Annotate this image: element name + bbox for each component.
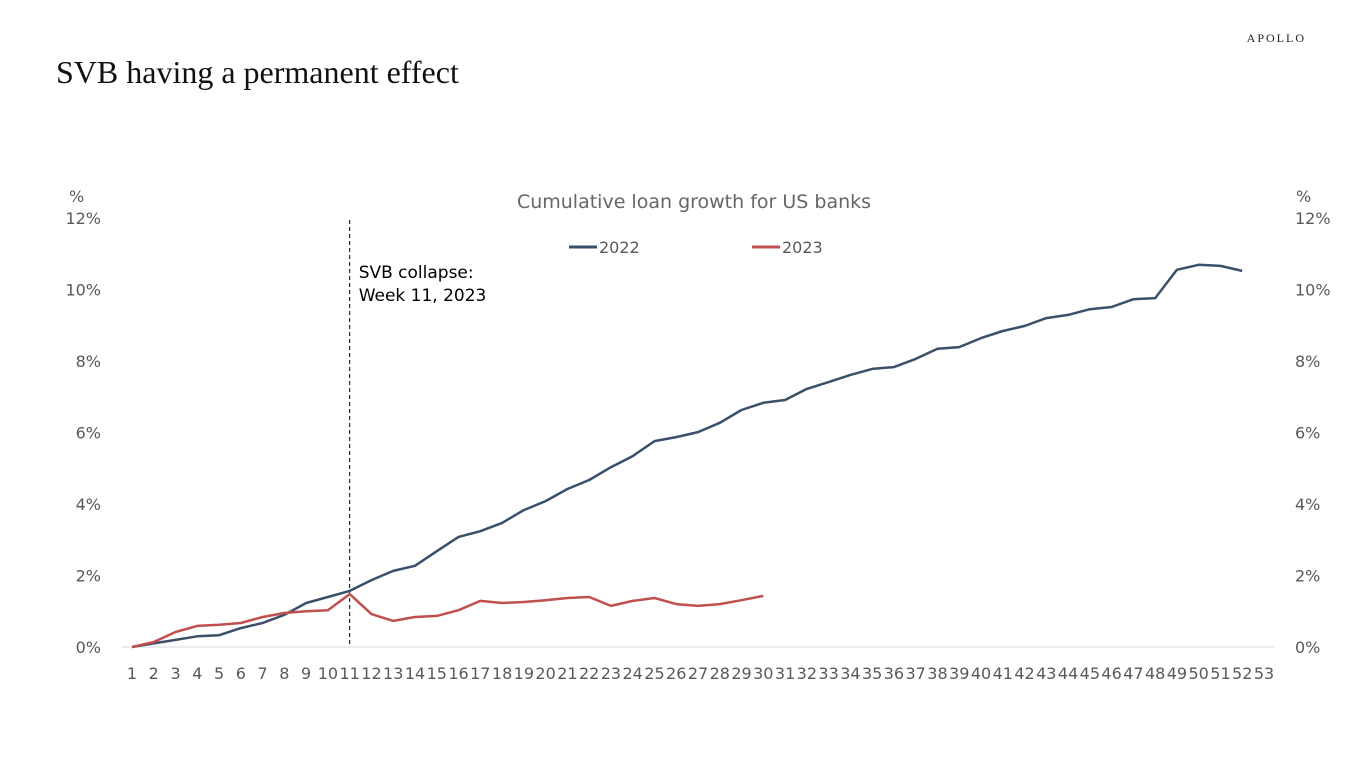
x-tick-label: 44 bbox=[1058, 664, 1078, 683]
x-tick-label: 6 bbox=[236, 664, 246, 683]
y-tick-label: 6% bbox=[76, 424, 101, 443]
y-tick-label: 10% bbox=[65, 281, 101, 300]
y2-tick-label: 8% bbox=[1295, 352, 1320, 371]
x-tick-label: 33 bbox=[818, 664, 838, 683]
y2-tick-label: 2% bbox=[1295, 567, 1320, 586]
brand: APOLLO bbox=[1247, 31, 1306, 45]
y-tick-label: 2% bbox=[76, 567, 101, 586]
x-tick-label: 19 bbox=[514, 664, 534, 683]
y-tick-label: 4% bbox=[76, 495, 101, 514]
y-axis-label: % bbox=[69, 187, 84, 206]
x-tick-label: 26 bbox=[666, 664, 686, 683]
x-tick-label: 29 bbox=[731, 664, 751, 683]
x-tick-label: 37 bbox=[906, 664, 926, 683]
x-tick-label: 38 bbox=[927, 664, 947, 683]
x-tick-label: 28 bbox=[710, 664, 730, 683]
x-tick-label: 41 bbox=[993, 664, 1013, 683]
y-tick-label: 8% bbox=[76, 352, 101, 371]
x-tick-label: 40 bbox=[971, 664, 991, 683]
x-tick-label: 21 bbox=[557, 664, 577, 683]
x-tick-label: 3 bbox=[170, 664, 180, 683]
x-tick-label: 30 bbox=[753, 664, 773, 683]
x-tick-label: 34 bbox=[840, 664, 860, 683]
series-line bbox=[131, 592, 764, 649]
x-tick-label: 42 bbox=[1014, 664, 1034, 683]
x-tick-label: 53 bbox=[1254, 664, 1274, 683]
x-tick-label: 5 bbox=[214, 664, 224, 683]
x-tick-label: 13 bbox=[383, 664, 403, 683]
annotation-text: SVB collapse: bbox=[359, 263, 474, 283]
x-tick-label: 27 bbox=[688, 664, 708, 683]
y2-tick-label: 4% bbox=[1295, 495, 1320, 514]
x-tick-label: 50 bbox=[1189, 664, 1209, 683]
x-tick-label: 31 bbox=[775, 664, 795, 683]
annotation-text: Week 11, 2023 bbox=[359, 286, 487, 306]
x-tick-label: 43 bbox=[1036, 664, 1056, 683]
x-tick-label: 7 bbox=[258, 664, 268, 683]
x-tick-label: 18 bbox=[492, 664, 512, 683]
x-tick-label: 8 bbox=[279, 664, 289, 683]
x-tick-label: 22 bbox=[579, 664, 599, 683]
legend-label: 2023 bbox=[782, 238, 823, 257]
x-tick-label: 46 bbox=[1101, 664, 1121, 683]
chart-title: Cumulative loan growth for US banks bbox=[517, 191, 871, 213]
x-tick-label: 2 bbox=[149, 664, 159, 683]
x-tick-label: 16 bbox=[448, 664, 468, 683]
y2-tick-label: 12% bbox=[1295, 209, 1331, 228]
legend-label: 2022 bbox=[599, 238, 640, 257]
slide-title: SVB having a permanent effect bbox=[56, 54, 459, 90]
x-tick-label: 9 bbox=[301, 664, 311, 683]
y2-tick-label: 10% bbox=[1295, 281, 1331, 300]
y-tick-label: 12% bbox=[65, 209, 101, 228]
series-line bbox=[131, 263, 1243, 649]
x-tick-label: 32 bbox=[797, 664, 817, 683]
x-tick-label: 49 bbox=[1167, 664, 1187, 683]
x-tick-label: 39 bbox=[949, 664, 969, 683]
x-tick-label: 25 bbox=[644, 664, 664, 683]
x-tick-label: 1 bbox=[127, 664, 137, 683]
x-tick-label: 12 bbox=[361, 664, 381, 683]
x-tick-label: 14 bbox=[405, 664, 425, 683]
x-tick-label: 10 bbox=[318, 664, 338, 683]
y2-tick-label: 6% bbox=[1295, 424, 1320, 443]
x-tick-label: 51 bbox=[1210, 664, 1230, 683]
y-tick-label: 0% bbox=[76, 638, 101, 657]
y2-axis-label: % bbox=[1296, 187, 1311, 206]
y2-tick-label: 0% bbox=[1295, 638, 1320, 657]
x-tick-label: 4 bbox=[192, 664, 202, 683]
x-tick-label: 23 bbox=[601, 664, 621, 683]
x-tick-label: 45 bbox=[1080, 664, 1100, 683]
x-tick-label: 24 bbox=[623, 664, 643, 683]
x-tick-label: 48 bbox=[1145, 664, 1165, 683]
x-tick-label: 52 bbox=[1232, 664, 1252, 683]
x-tick-label: 17 bbox=[470, 664, 490, 683]
x-tick-label: 15 bbox=[427, 664, 447, 683]
x-tick-label: 11 bbox=[340, 664, 360, 683]
x-tick-label: 47 bbox=[1123, 664, 1143, 683]
x-tick-label: 20 bbox=[535, 664, 555, 683]
x-tick-label: 35 bbox=[862, 664, 882, 683]
x-tick-label: 36 bbox=[884, 664, 904, 683]
